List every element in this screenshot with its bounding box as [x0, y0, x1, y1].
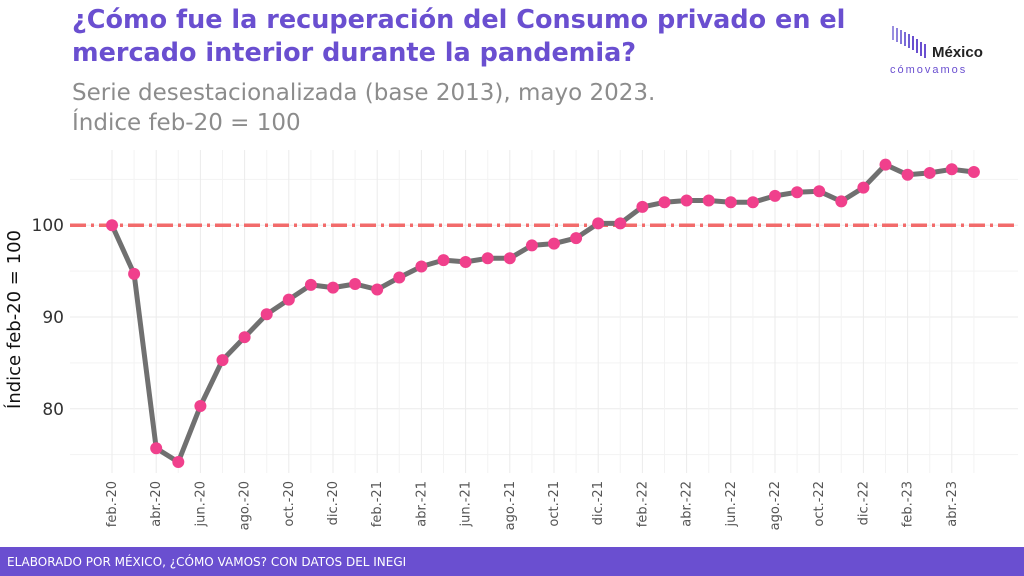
x-tick-labels: feb.-20 abr.-20 jun.-20 ago.-20 oct.-20 dic.-…: [105, 481, 960, 530]
logo-bars-icon: [892, 26, 926, 58]
data-point: [791, 186, 804, 199]
data-point: [503, 252, 516, 265]
data-point: [548, 237, 560, 250]
y-tick-labels: 80 90 100: [32, 216, 64, 420]
series-line: [109, 162, 977, 465]
footer-bar: ELABORADO POR MÉXICO, ¿CÓMO VAMOS? CON D…: [0, 547, 1024, 576]
data-point: [746, 196, 759, 209]
data-point: [216, 354, 229, 367]
x-tick-label: oct.-21: [547, 481, 562, 527]
data-point: [459, 255, 472, 268]
data-points-layer: [106, 158, 980, 468]
data-point: [150, 442, 163, 455]
x-tick-label: dic.-21: [591, 481, 606, 525]
data-point: [128, 267, 141, 280]
chart-subtitle: Serie desestacionalizada (base 2013), ma…: [72, 78, 872, 138]
data-point: [172, 455, 185, 468]
x-tick-label: ago.-20: [238, 481, 253, 530]
x-tick-label: feb.-21: [370, 481, 385, 527]
x-tick-label: abr.-21: [414, 481, 429, 527]
y-axis-title: Índice feb-20 = 100: [3, 230, 25, 409]
mexico-como-vamos-logo: México cómovamos: [890, 22, 1010, 82]
data-point: [570, 232, 583, 245]
data-point: [636, 200, 649, 213]
data-point: [260, 308, 273, 321]
x-tick-label: oct.-22: [812, 481, 827, 527]
data-point: [857, 181, 870, 194]
data-point: [592, 217, 605, 230]
data-point: [769, 189, 781, 202]
x-tick-label: ago.-21: [503, 481, 518, 530]
subtitle-line-2: Índice feb-20 = 100: [72, 110, 301, 136]
data-point: [238, 331, 251, 344]
y-tick-label: 90: [42, 308, 64, 328]
x-tick-label: dic.-20: [326, 481, 341, 525]
x-tick-label: abr.-20: [149, 481, 164, 527]
data-point: [702, 194, 715, 207]
x-tick-label: ago.-22: [768, 481, 783, 530]
data-point: [525, 239, 538, 252]
x-tick-label: oct.-20: [282, 481, 297, 527]
data-point: [481, 252, 494, 265]
x-tick-label: feb.-20: [105, 481, 120, 527]
x-tick-label: jun.-22: [724, 481, 739, 527]
data-point: [813, 185, 826, 198]
data-point: [327, 281, 339, 294]
data-point: [194, 400, 207, 413]
data-point: [349, 277, 362, 290]
data-point: [371, 283, 384, 296]
data-point: [967, 166, 980, 179]
x-tick-label: feb.-23: [901, 481, 916, 527]
data-point: [393, 271, 406, 284]
grid-layer: [70, 150, 1018, 473]
x-tick-label: jun.-21: [459, 481, 474, 527]
series-line-layer: [109, 162, 977, 465]
data-point: [835, 195, 848, 208]
data-point: [923, 166, 936, 179]
x-tick-label: feb.-22: [635, 481, 650, 527]
x-tick-label: dic.-22: [856, 481, 871, 525]
data-point: [879, 158, 892, 171]
y-tick-label: 100: [32, 216, 64, 236]
data-point: [614, 217, 627, 230]
logo-name: México: [932, 44, 983, 61]
chart-title: ¿Cómo fue la recuperación del Consumo pr…: [72, 5, 846, 68]
data-point: [437, 254, 450, 267]
data-point: [945, 163, 958, 176]
y-tick-label: 80: [42, 400, 64, 420]
line-chart: 80 90 100 feb.-20 abr.-20 jun.-20 ago.-20 oct.…: [3, 150, 1018, 530]
data-point: [901, 168, 914, 181]
x-tick-label: jun.-20: [193, 481, 208, 527]
data-point: [724, 196, 737, 209]
x-tick-label: abr.-23: [945, 481, 960, 527]
subtitle-line-1: Serie desestacionalizada (base 2013), ma…: [72, 80, 656, 106]
data-point: [304, 278, 317, 291]
data-point: [106, 219, 118, 232]
data-point: [680, 194, 693, 207]
data-point: [415, 260, 428, 273]
data-point: [658, 196, 671, 209]
x-tick-label: abr.-22: [680, 481, 695, 527]
data-point: [282, 293, 295, 306]
logo-tagline: cómovamos: [890, 64, 968, 76]
footer-credit: ELABORADO POR MÉXICO, ¿CÓMO VAMOS? CON D…: [7, 555, 407, 569]
